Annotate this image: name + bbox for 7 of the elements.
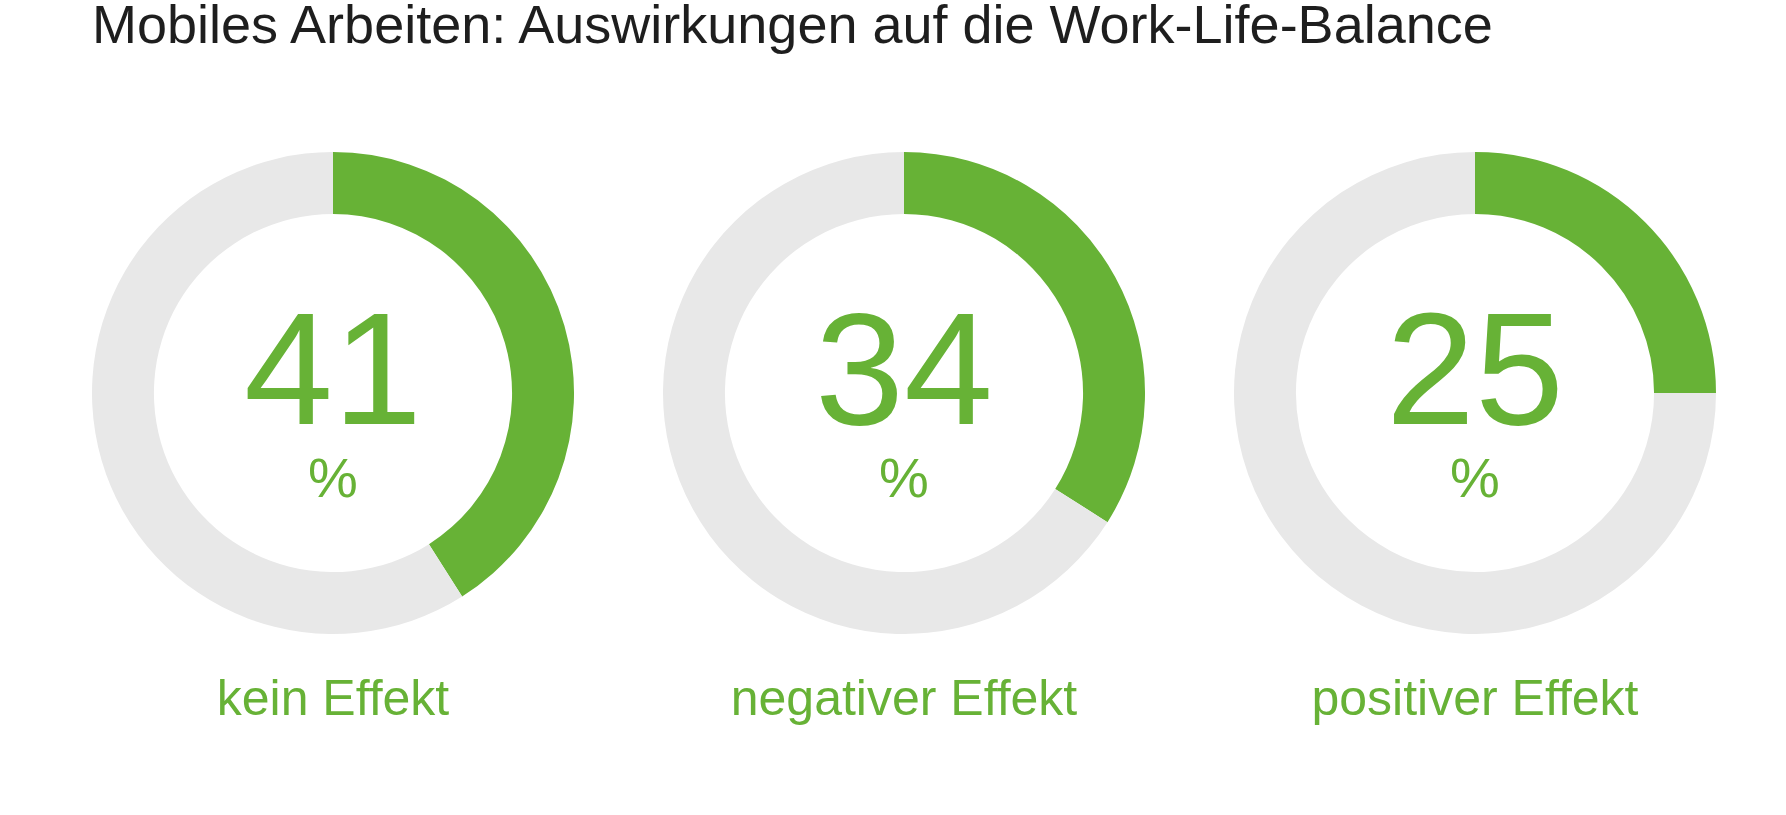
text: 25 % — [1386, 279, 1564, 509]
text: 34 % — [815, 279, 993, 509]
text: positiver Effekt — [1310, 670, 1640, 726]
text: kein Effekt — [215, 670, 451, 726]
text: negativer Effekt — [729, 670, 1079, 726]
text: 41 % — [244, 279, 422, 509]
text: Mobiles Arbeiten: Auswirkungen auf die Work-Life-Balance — [92, 0, 1493, 54]
